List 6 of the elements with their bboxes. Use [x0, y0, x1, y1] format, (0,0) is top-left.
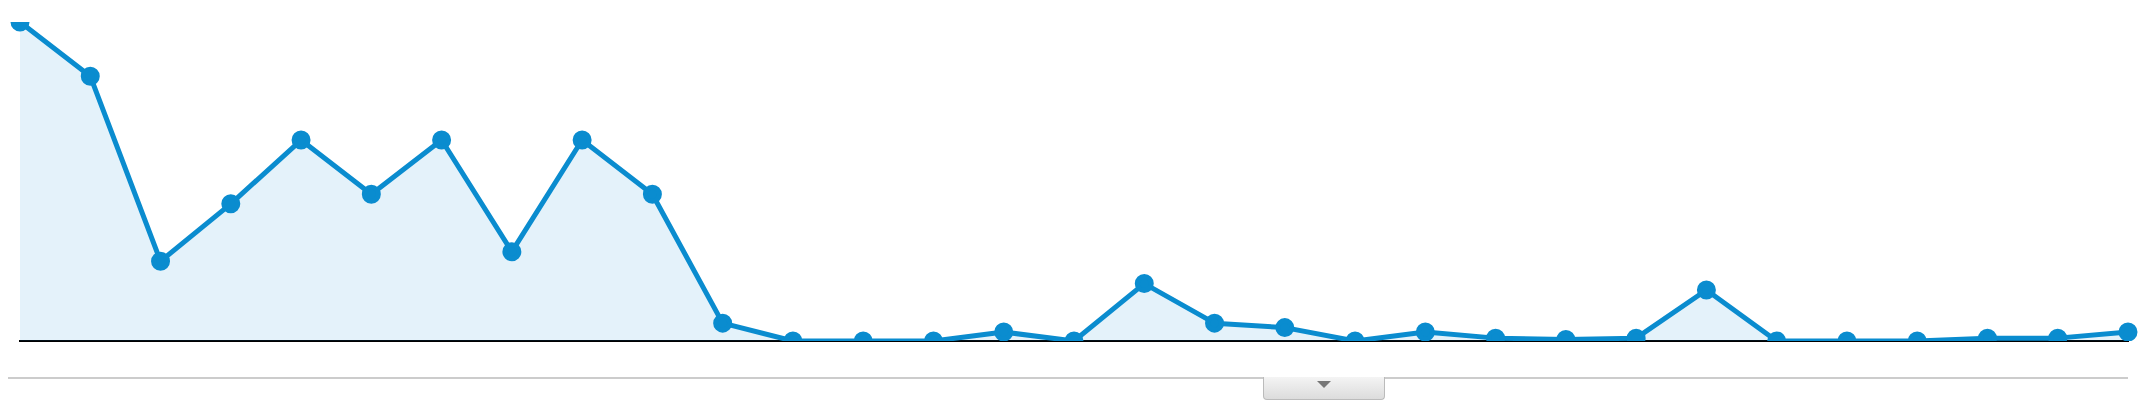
point	[361, 184, 381, 204]
point	[291, 130, 311, 150]
point	[221, 194, 241, 214]
point	[432, 130, 452, 150]
point	[572, 130, 592, 150]
point	[642, 184, 662, 204]
